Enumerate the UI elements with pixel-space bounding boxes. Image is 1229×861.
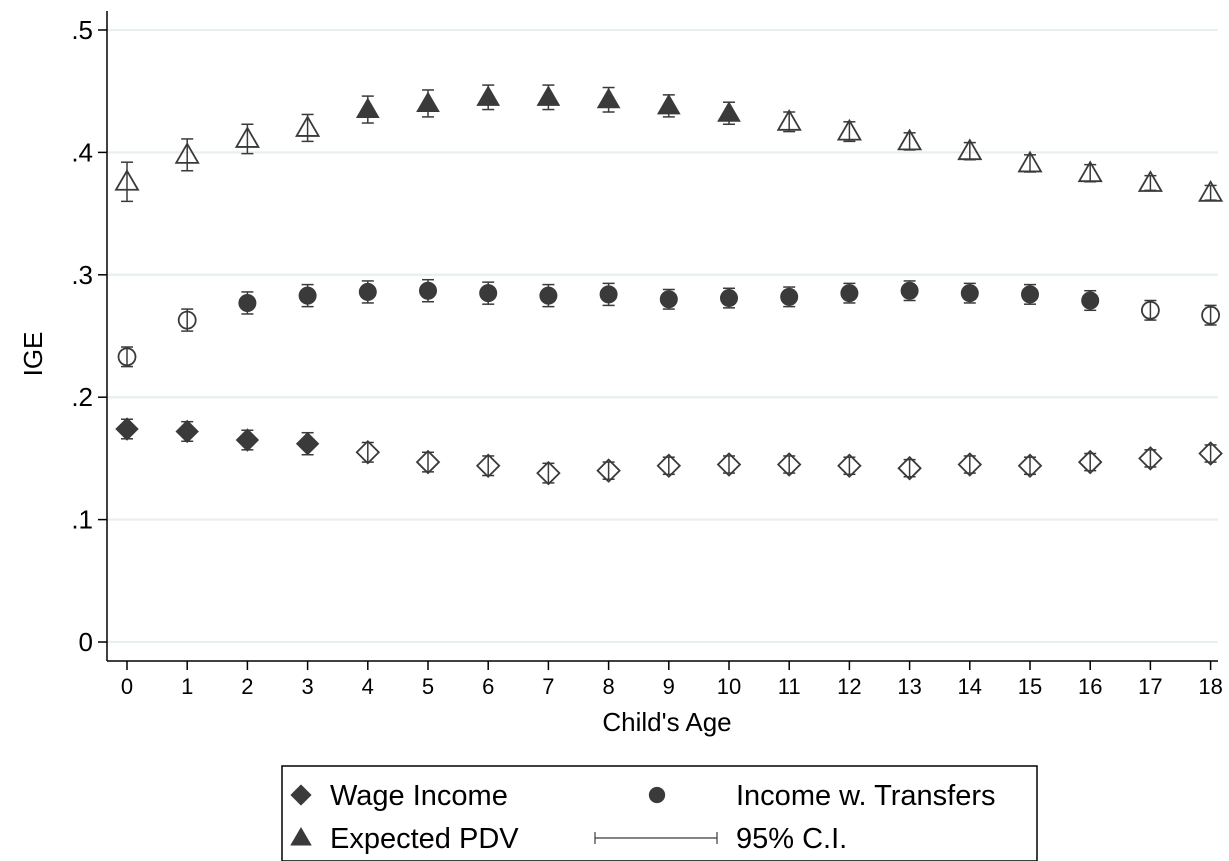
point-expected-pdv: [114, 168, 140, 191]
point-wage-income: [897, 455, 922, 481]
x-axis-label: Child's Age: [602, 707, 731, 737]
point-wage-income: [415, 449, 441, 475]
point-expected-pdv: [776, 109, 802, 131]
point-income-w-transfers: [358, 282, 377, 301]
point-expected-pdv: [1198, 179, 1224, 202]
point-income-w-transfers: [117, 347, 137, 367]
point-income-w-transfers: [599, 285, 618, 304]
legend-label-wage-income: Wage Income: [330, 780, 508, 812]
x-tick-label: 2: [241, 674, 253, 699]
point-wage-income: [837, 453, 862, 479]
y-axis: 0 .1 .2 .3 .4 .5: [71, 11, 108, 661]
point-income-w-transfers: [960, 284, 979, 303]
point-income-w-transfers: [900, 281, 919, 300]
point-expected-pdv: [536, 85, 561, 106]
point-income-w-transfers: [539, 286, 558, 305]
y-tick-label: 0: [79, 627, 93, 657]
point-expected-pdv: [836, 118, 862, 141]
x-tick-label: 7: [542, 674, 554, 699]
point-income-w-transfers: [1141, 300, 1160, 320]
point-wage-income: [175, 419, 199, 444]
point-income-w-transfers: [720, 289, 738, 308]
point-wage-income: [536, 460, 561, 486]
point-income-w-transfers: [419, 281, 437, 300]
x-tick-label: 8: [602, 674, 614, 699]
x-tick-label: 10: [717, 674, 741, 699]
x-tick-label: 0: [121, 674, 133, 699]
x-tick-label: 13: [897, 674, 921, 699]
x-tick-label: 6: [482, 674, 494, 699]
point-wage-income: [235, 428, 260, 452]
legend-label-expected-pdv: Expected PDV: [330, 823, 519, 855]
point-expected-pdv: [174, 142, 200, 164]
point-wage-income: [1017, 453, 1043, 479]
y-axis-label: IGE: [18, 332, 48, 377]
point-expected-pdv: [1137, 170, 1163, 192]
legend-label-income-w-transfers: Income w. Transfers: [736, 780, 996, 812]
x-tick-label: 17: [1138, 674, 1162, 699]
x-axis: 0 1 2 3 4 5 6 7 8 9 10 11 12 13 14 15 16 17 18: [107, 660, 1223, 699]
point-income-w-transfers: [1081, 291, 1100, 310]
point-wage-income: [1138, 446, 1163, 471]
point-expected-pdv: [234, 126, 260, 148]
point-expected-pdv: [355, 97, 380, 119]
point-income-w-transfers: [659, 290, 678, 309]
point-wage-income: [776, 452, 802, 477]
error-bars: [121, 84, 1217, 484]
point-expected-pdv: [295, 115, 321, 137]
point-wage-income: [596, 458, 621, 483]
x-tick-label: 11: [778, 674, 801, 699]
point-income-w-transfers: [840, 284, 859, 303]
point-income-w-transfers: [780, 287, 799, 306]
point-wage-income: [355, 440, 381, 465]
point-expected-pdv: [957, 138, 983, 161]
point-wage-income: [1077, 449, 1103, 475]
y-tick-label: .4: [71, 137, 93, 167]
point-income-w-transfers: [1201, 305, 1220, 325]
point-wage-income: [115, 417, 139, 441]
y-tick-label: .1: [71, 505, 93, 535]
x-tick-label: 18: [1198, 674, 1222, 699]
data-markers: [114, 85, 1224, 486]
point-expected-pdv: [656, 93, 681, 115]
legend: Wage Income Income w. Transfers Expected P…: [281, 765, 1038, 861]
legend-marker-wage-income: [290, 784, 312, 806]
point-income-w-transfers: [177, 310, 197, 330]
point-expected-pdv: [897, 128, 923, 151]
point-wage-income: [295, 432, 320, 456]
legend-marker-income-w-transfers: [648, 786, 666, 804]
point-expected-pdv: [596, 87, 621, 109]
x-tick-label: 16: [1078, 674, 1102, 699]
x-tick-label: 15: [1018, 674, 1042, 699]
point-wage-income: [475, 453, 501, 479]
point-expected-pdv: [1017, 150, 1043, 173]
point-wage-income: [1198, 441, 1223, 466]
x-tick-label: 12: [837, 674, 861, 699]
grid-lines: [107, 29, 1218, 643]
point-expected-pdv: [1077, 160, 1103, 183]
legend-marker-expected-pdv: [290, 827, 312, 846]
point-income-w-transfers: [479, 284, 498, 303]
x-tick-label: 9: [663, 674, 675, 699]
point-income-w-transfers: [298, 286, 317, 305]
y-tick-label: .5: [71, 15, 93, 45]
point-expected-pdv: [476, 85, 501, 106]
x-tick-label: 4: [362, 674, 374, 699]
point-expected-pdv: [416, 91, 440, 112]
point-income-w-transfers: [238, 293, 257, 312]
y-tick-label: .3: [71, 260, 93, 290]
x-tick-label: 14: [958, 674, 982, 699]
point-wage-income: [656, 453, 682, 479]
legend-label-95-c-i: 95% C.I.: [736, 823, 847, 855]
point-wage-income: [716, 452, 742, 477]
x-tick-label: 1: [181, 674, 193, 699]
x-tick-label: 5: [422, 674, 434, 699]
legend-box: [281, 765, 1038, 861]
point-expected-pdv: [717, 101, 741, 122]
y-tick-label: .2: [71, 382, 93, 412]
point-wage-income: [957, 452, 983, 477]
point-income-w-transfers: [1021, 285, 1039, 304]
x-tick-label: 3: [301, 674, 313, 699]
